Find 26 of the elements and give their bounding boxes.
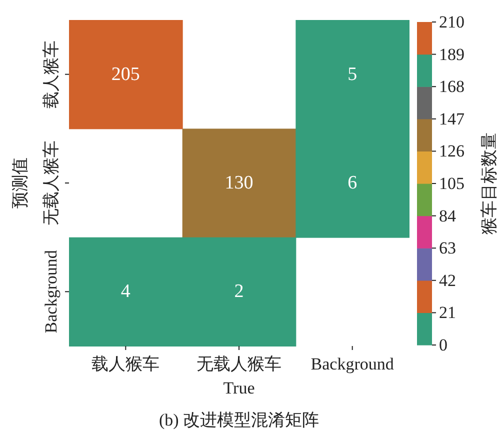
data-label: 6	[348, 172, 358, 194]
color-bar-label: 105	[439, 174, 464, 193]
x-tick-label: 无载人猴车	[196, 354, 282, 374]
y-tick-label: 无载人猴车	[42, 140, 60, 226]
color-bar-label: 210	[439, 12, 464, 32]
color-bar-label: 21	[439, 303, 456, 322]
data-label: 4	[120, 281, 131, 302]
color-bar-label: 0	[439, 336, 448, 354]
color-bar-label: 42	[439, 270, 456, 290]
color-bar-label: 189	[439, 44, 464, 64]
color-bar-label: 84	[439, 206, 456, 226]
x-tick-label: Background	[310, 354, 394, 374]
color-bar-label: 168	[439, 77, 464, 96]
data-label: 130	[224, 172, 254, 194]
color-bar-label: 63	[439, 238, 456, 258]
y-tick-label: 载人猴车	[42, 40, 60, 108]
color-bar-label: 126	[439, 142, 464, 161]
color-bar-label: 147	[439, 109, 465, 128]
x-tick-label: 载人猴车	[92, 354, 160, 374]
text: (b) 改进模型混淆矩阵	[158, 410, 320, 430]
data-label: 205	[111, 64, 140, 85]
data-label: 2	[234, 281, 244, 302]
color-bar-title: 猴车目标数量	[480, 132, 498, 234]
x-axis-title: True	[223, 378, 255, 398]
y-axis-title: 预测值	[10, 158, 30, 208]
data-label: 5	[348, 64, 358, 85]
